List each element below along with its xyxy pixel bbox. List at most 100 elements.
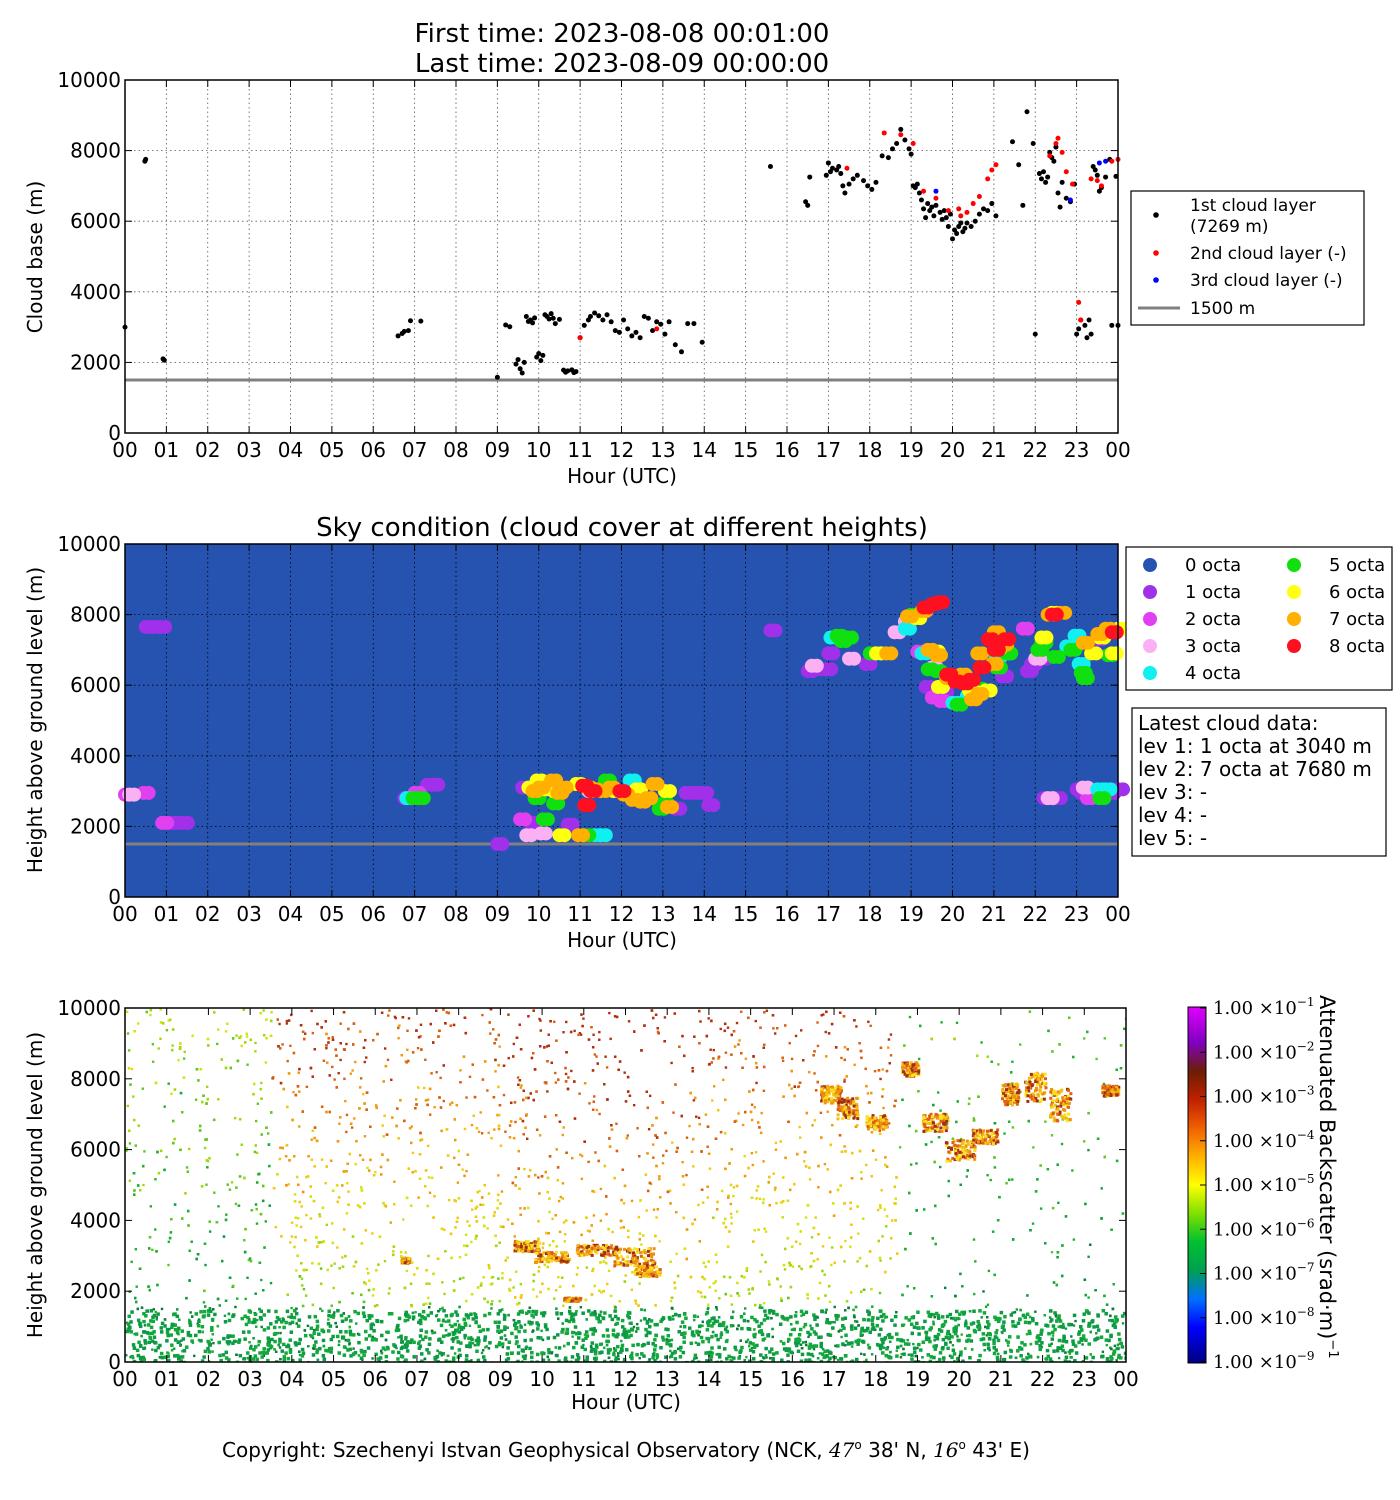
backscatter-pixel xyxy=(562,1221,566,1224)
backscatter-pixel xyxy=(853,1019,856,1022)
backscatter-pixel xyxy=(322,1059,326,1062)
backscatter-pixel xyxy=(840,1150,844,1154)
y-tick-label: 4000 xyxy=(70,744,121,768)
backscatter-pixel xyxy=(1051,1334,1055,1337)
backscatter-pixel xyxy=(371,1357,374,1360)
backscatter-pixel xyxy=(512,1055,515,1058)
backscatter-pixel xyxy=(700,1188,704,1191)
backscatter-pixel xyxy=(598,1038,601,1041)
cloud-base-point xyxy=(1076,326,1082,332)
backscatter-pixel xyxy=(247,1258,251,1262)
backscatter-pixel xyxy=(1119,1067,1123,1070)
backscatter-pixel xyxy=(339,1042,342,1045)
backscatter-pixel xyxy=(555,1245,558,1248)
backscatter-pixel xyxy=(1067,1350,1070,1354)
backscatter-pixel xyxy=(783,1024,787,1027)
backscatter-pixel xyxy=(799,1230,802,1233)
backscatter-pixel xyxy=(326,1061,329,1064)
backscatter-pixel xyxy=(924,1143,928,1146)
backscatter-pixel xyxy=(669,1202,672,1205)
backscatter-pixel xyxy=(444,1329,448,1332)
backscatter-pixel xyxy=(513,1101,517,1104)
backscatter-pixel xyxy=(849,1360,852,1362)
backscatter-pixel xyxy=(1089,1353,1092,1356)
backscatter-pixel xyxy=(302,1287,306,1291)
backscatter-pixel xyxy=(955,1120,958,1124)
backscatter-pixel xyxy=(914,1129,918,1133)
backscatter-pixel xyxy=(180,1339,183,1342)
cloud-base-point xyxy=(596,313,602,319)
backscatter-pixel xyxy=(763,1227,766,1231)
backscatter-pixel xyxy=(417,1086,420,1089)
backscatter-pixel xyxy=(550,1351,553,1355)
backscatter-pixel xyxy=(816,1258,819,1261)
cloud-base-point xyxy=(910,141,916,147)
y-tick-label: 0 xyxy=(108,421,121,445)
backscatter-pixel xyxy=(951,1344,955,1347)
backscatter-pixel xyxy=(524,1354,528,1357)
backscatter-pixel xyxy=(418,1177,422,1180)
backscatter-pixel xyxy=(850,1110,853,1114)
backscatter-pixel xyxy=(671,1314,675,1318)
backscatter-pixel xyxy=(685,1257,689,1261)
backscatter-pixel xyxy=(187,1224,190,1227)
backscatter-pixel xyxy=(303,1329,307,1332)
backscatter-pixel xyxy=(762,1201,765,1205)
backscatter-pixel xyxy=(375,1269,378,1272)
backscatter-pixel xyxy=(298,1125,301,1128)
backscatter-pixel xyxy=(171,1044,174,1047)
backscatter-pixel xyxy=(383,1114,386,1118)
backscatter-pixel xyxy=(383,1259,387,1263)
backscatter-pixel xyxy=(406,1048,409,1052)
backscatter-pixel xyxy=(633,1030,636,1033)
backscatter-pixel xyxy=(528,1306,532,1309)
backscatter-pixel xyxy=(567,1076,570,1079)
backscatter-pixel xyxy=(691,1070,694,1073)
backscatter-pixel xyxy=(519,1213,522,1216)
backscatter-pixel xyxy=(514,1184,517,1187)
backscatter-pixel xyxy=(270,1011,273,1014)
backscatter-pixel xyxy=(665,1338,669,1341)
cloud-base-point xyxy=(954,231,960,237)
backscatter-pixel xyxy=(618,1060,622,1063)
cloud-base-point xyxy=(976,193,982,199)
backscatter-pixel xyxy=(720,1331,723,1334)
backscatter-pixel xyxy=(854,1305,858,1309)
backscatter-pixel xyxy=(481,1203,485,1207)
backscatter-pixel xyxy=(521,1119,525,1123)
backscatter-pixel xyxy=(676,1146,679,1150)
sky-condition-point xyxy=(495,837,510,852)
backscatter-pixel xyxy=(627,1229,630,1232)
backscatter-pixel xyxy=(1105,1303,1109,1306)
backscatter-pixel xyxy=(884,1163,887,1167)
backscatter-pixel xyxy=(1007,1344,1010,1347)
backscatter-pixel xyxy=(972,1238,976,1241)
backscatter-pixel xyxy=(501,1345,504,1349)
backscatter-pixel xyxy=(615,1149,619,1153)
sky-condition-point xyxy=(559,780,574,795)
backscatter-pixel xyxy=(782,1095,785,1098)
backscatter-pixel xyxy=(762,1301,766,1305)
backscatter-pixel xyxy=(909,1163,913,1166)
backscatter-pixel xyxy=(330,1222,334,1225)
backscatter-pixel xyxy=(714,1253,718,1256)
backscatter-pixel xyxy=(826,1168,829,1171)
backscatter-pixel xyxy=(743,1154,746,1158)
backscatter-pixel xyxy=(824,1294,827,1297)
backscatter-pixel xyxy=(737,1294,741,1297)
backscatter-pixel xyxy=(1081,1360,1085,1362)
backscatter-pixel xyxy=(707,1303,710,1307)
backscatter-pixel xyxy=(715,1306,718,1309)
panel1-points xyxy=(122,109,1121,380)
backscatter-pixel xyxy=(712,1048,716,1052)
backscatter-pixel xyxy=(1070,1335,1073,1338)
backscatter-pixel xyxy=(416,1267,419,1270)
backscatter-pixel xyxy=(984,1325,987,1329)
backscatter-pixel xyxy=(768,1204,772,1207)
backscatter-pixel xyxy=(1084,1293,1087,1297)
backscatter-pixel xyxy=(255,1181,259,1184)
backscatter-pixel xyxy=(698,1042,701,1045)
backscatter-pixel xyxy=(405,1269,409,1273)
legend-octa-label: 1 octa xyxy=(1185,582,1241,603)
backscatter-pixel xyxy=(640,1243,643,1246)
